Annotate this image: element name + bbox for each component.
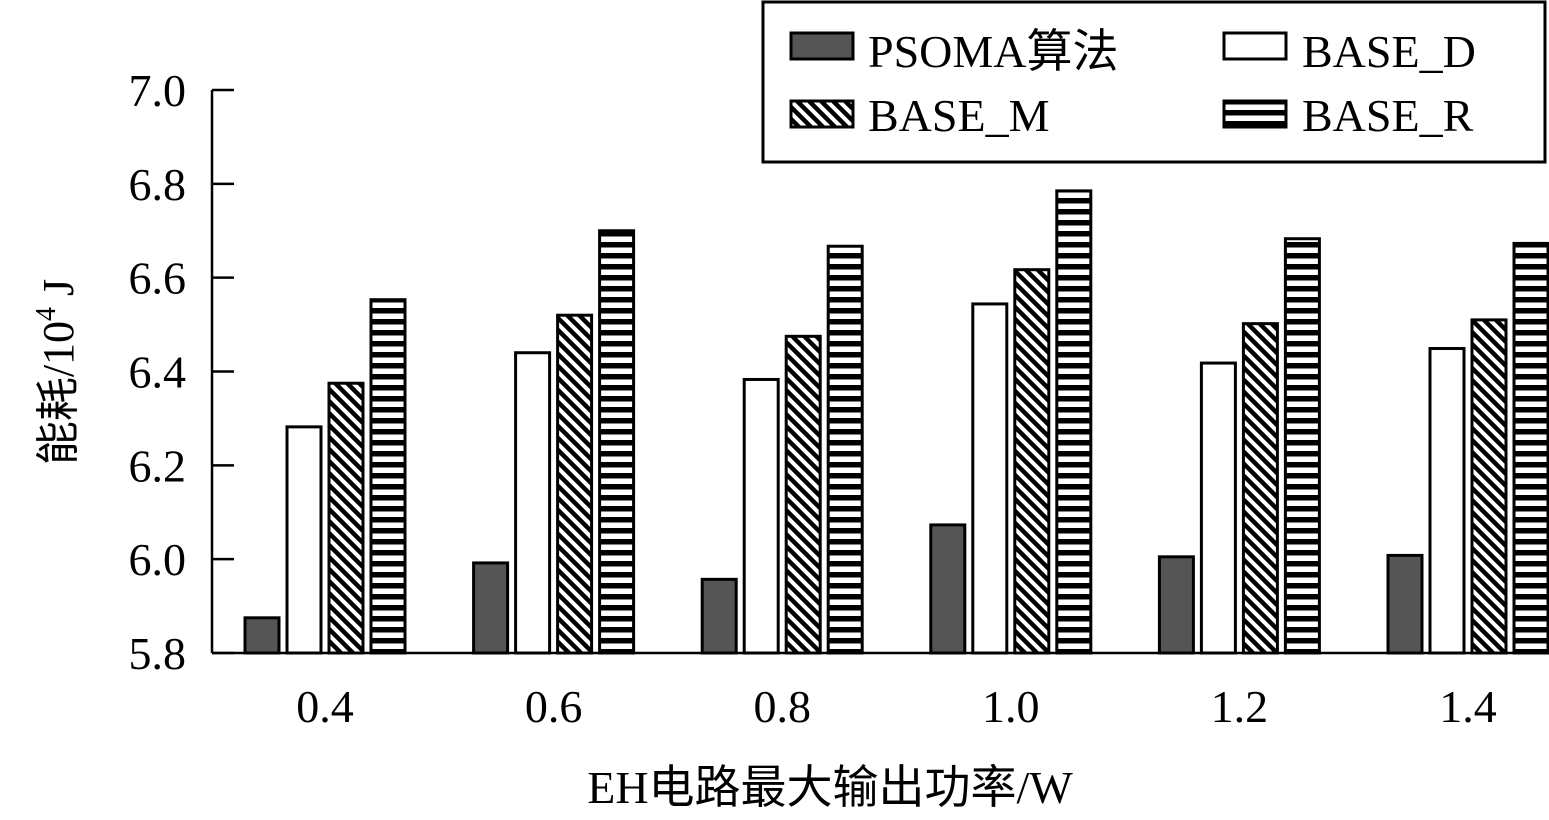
y-tick-label: 7.0 bbox=[129, 65, 187, 116]
bar-base-r-1.0 bbox=[1055, 189, 1093, 655]
bar-base-m-0.6 bbox=[556, 313, 594, 655]
legend-box bbox=[761, 0, 1547, 164]
bar-base-m-1.0 bbox=[1013, 268, 1051, 655]
y-axis-label-sup: 4 bbox=[31, 307, 62, 321]
x-tick-label: 0.6 bbox=[525, 681, 583, 732]
legend-swatch-psoma bbox=[789, 31, 855, 61]
bar-psoma-1.0 bbox=[929, 523, 967, 655]
bar-psoma-0.4 bbox=[243, 616, 281, 655]
bar-base-d-0.6 bbox=[514, 351, 552, 655]
bar-base-d-1.0 bbox=[971, 302, 1009, 655]
legend-label-psoma: PSOMA算法 bbox=[868, 26, 1119, 77]
x-tick-label: 1.0 bbox=[982, 681, 1040, 732]
bar-base-d-1.4 bbox=[1428, 347, 1466, 655]
x-axis-label: EH电路最大输出功率/W bbox=[587, 762, 1073, 813]
bar-base-r-0.4 bbox=[369, 298, 407, 655]
bar-base-m-1.4 bbox=[1470, 318, 1508, 655]
y-tick-label: 6.6 bbox=[129, 253, 187, 304]
y-tick-label: 6.0 bbox=[129, 534, 187, 585]
bar-base-r-1.4 bbox=[1512, 241, 1549, 655]
bar-psoma-1.4 bbox=[1386, 553, 1424, 655]
bar-base-r-0.8 bbox=[826, 244, 864, 655]
x-tick-label: 0.4 bbox=[296, 681, 354, 732]
x-tick-label: 1.4 bbox=[1439, 681, 1497, 732]
legend-label-base-d: BASE_D bbox=[1302, 26, 1476, 77]
bar-psoma-1.2 bbox=[1157, 555, 1195, 655]
y-axis-label-unit: J bbox=[34, 279, 83, 307]
y-tick-label: 6.8 bbox=[129, 159, 187, 210]
legend-label-base-m: BASE_M bbox=[868, 90, 1049, 141]
bar-psoma-0.8 bbox=[700, 577, 738, 655]
y-tick-label: 5.8 bbox=[129, 628, 187, 679]
legend: PSOMA算法 BASE_D BASE_M BASE_R bbox=[761, 0, 1547, 164]
bar-base-m-0.4 bbox=[327, 381, 365, 655]
legend-swatch-base-d bbox=[1222, 31, 1288, 61]
y-tick-label: 6.4 bbox=[129, 347, 187, 398]
legend-swatch-base-m bbox=[789, 99, 855, 129]
bar-base-d-0.4 bbox=[285, 425, 323, 655]
bar-base-d-0.8 bbox=[742, 377, 780, 655]
legend-label-base-r: BASE_R bbox=[1302, 90, 1474, 141]
bar-base-d-1.2 bbox=[1199, 361, 1237, 655]
bar-base-r-1.2 bbox=[1283, 237, 1321, 655]
legend-swatch-base-r bbox=[1222, 99, 1288, 129]
bar-base-r-0.6 bbox=[598, 229, 636, 655]
x-tick-label: 1.2 bbox=[1211, 681, 1269, 732]
bar-base-m-1.2 bbox=[1241, 322, 1279, 655]
y-ticks: 5.8 6.0 6.2 6.4 6.6 6.8 7.0 bbox=[129, 65, 234, 679]
bar-base-m-0.8 bbox=[784, 334, 822, 655]
x-ticks: 0.4 0.6 0.8 1.0 1.2 1.4 bbox=[296, 681, 1497, 732]
bars-layer bbox=[243, 189, 1549, 655]
x-tick-label: 0.8 bbox=[753, 681, 811, 732]
y-axis-label: 能耗/104 J bbox=[31, 279, 83, 465]
y-tick-label: 6.2 bbox=[129, 440, 187, 491]
bar-psoma-0.6 bbox=[472, 561, 510, 655]
y-axis-label-main: 能耗/10 bbox=[34, 321, 83, 465]
